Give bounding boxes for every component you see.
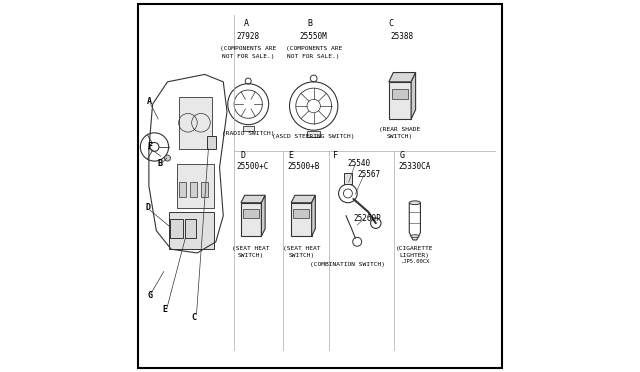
Bar [241,203,261,236]
Text: (RADIO SWITCH): (RADIO SWITCH) [222,131,275,136]
Text: E: E [289,151,293,160]
Bar [190,182,197,197]
Bar [179,182,186,197]
Bar [243,126,254,131]
Bar [293,209,309,218]
Text: 25500+B: 25500+B [287,162,319,171]
Bar [207,136,216,149]
Text: 25388: 25388 [390,32,413,41]
Text: (CIGARETTE: (CIGARETTE [396,246,434,251]
Text: A: A [147,97,152,106]
Text: (SEAT HEAT: (SEAT HEAT [283,246,320,251]
Text: SWITCH): SWITCH) [238,253,264,258]
Text: SWITCH): SWITCH) [387,134,413,139]
Bar [186,219,196,238]
Text: E: E [162,305,167,314]
Polygon shape [241,195,265,203]
Text: NOT FOR SALE.): NOT FOR SALE.) [287,54,340,59]
Text: (ASCD STEERING SWITCH): (ASCD STEERING SWITCH) [273,134,355,140]
Circle shape [164,155,170,161]
Text: D: D [146,203,151,212]
Bar [344,173,351,184]
Text: F: F [147,142,152,151]
Bar [179,97,212,149]
Bar [243,209,259,218]
Bar [170,219,183,238]
Polygon shape [291,195,316,203]
Text: 25567: 25567 [357,170,380,179]
Text: 25500+C: 25500+C [237,162,269,171]
Text: LIGHTER): LIGHTER) [400,253,430,258]
Text: (REAR SHADE: (REAR SHADE [380,127,420,132]
Text: NOT FOR SALE.): NOT FOR SALE.) [222,54,275,59]
Bar [392,89,408,99]
Text: G: G [147,291,152,299]
Bar [307,131,321,137]
Bar [389,82,411,119]
Text: G: G [400,151,405,160]
Text: 25260P: 25260P [354,214,381,223]
Bar [170,212,214,249]
Polygon shape [261,195,265,236]
Text: (COMPONENTS ARE: (COMPONENTS ARE [220,46,276,51]
Bar [201,182,209,197]
Text: C: C [389,19,394,28]
Text: C: C [191,313,196,322]
Text: .JP5.00CX: .JP5.00CX [400,259,429,264]
Bar [177,164,214,208]
Text: A: A [244,19,249,28]
Text: D: D [240,151,245,160]
Polygon shape [312,195,316,236]
Bar [291,203,312,236]
Text: B: B [157,158,162,167]
Text: 27928: 27928 [237,32,260,41]
Polygon shape [411,73,415,119]
Text: 25330CA: 25330CA [399,162,431,171]
Text: B: B [308,19,313,28]
Text: (COMPONENTS ARE: (COMPONENTS ARE [285,46,342,51]
Text: SWITCH): SWITCH) [288,253,314,258]
Text: F: F [333,151,338,160]
Polygon shape [389,73,415,82]
Ellipse shape [411,235,419,238]
Text: 25540: 25540 [347,158,371,167]
Text: (COMBINATION SWITCH): (COMBINATION SWITCH) [310,262,385,267]
Text: 25550M: 25550M [300,32,328,41]
Text: (SEAT HEAT: (SEAT HEAT [232,246,270,251]
Ellipse shape [410,201,420,205]
